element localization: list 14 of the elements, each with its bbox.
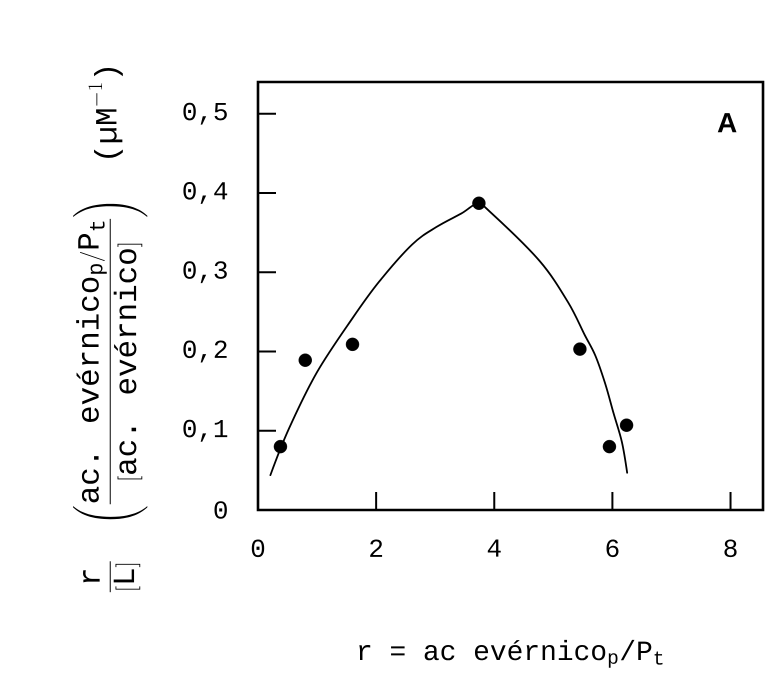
x-tick-label: 6 <box>606 540 618 558</box>
x-tick-label: 4 <box>488 540 501 557</box>
y-tick-label: 0,3 <box>183 261 227 284</box>
y-tick-label: 0,4 <box>183 182 228 204</box>
x-tick-label: 2 <box>370 540 382 557</box>
y-tick-label: 0,2 <box>183 340 227 362</box>
x-tick-label: 8 <box>724 540 737 558</box>
y-tick-label: 0,1 <box>183 420 228 442</box>
y-axis-title: $\dfrac{\text{r}}{[\text{L}]}\quad\left(\dfrac{\text{ac. evérnico}_{\text{p}}/\text{P}_{\text{t}}}{[\text{ac. evérnico}]}\right)\quad\text{(µM}^{-1}\text{)}$ <box>73 68 148 592</box>
x-tick-label: 0 <box>252 540 264 558</box>
y-tick-label: 0,5 <box>183 102 227 125</box>
x-axis-title: r = ac evérnico$_{p}$/P$_{t}$ <box>359 640 662 668</box>
y-tick-label: 0 <box>214 501 227 519</box>
annotation: A <box>718 113 736 132</box>
